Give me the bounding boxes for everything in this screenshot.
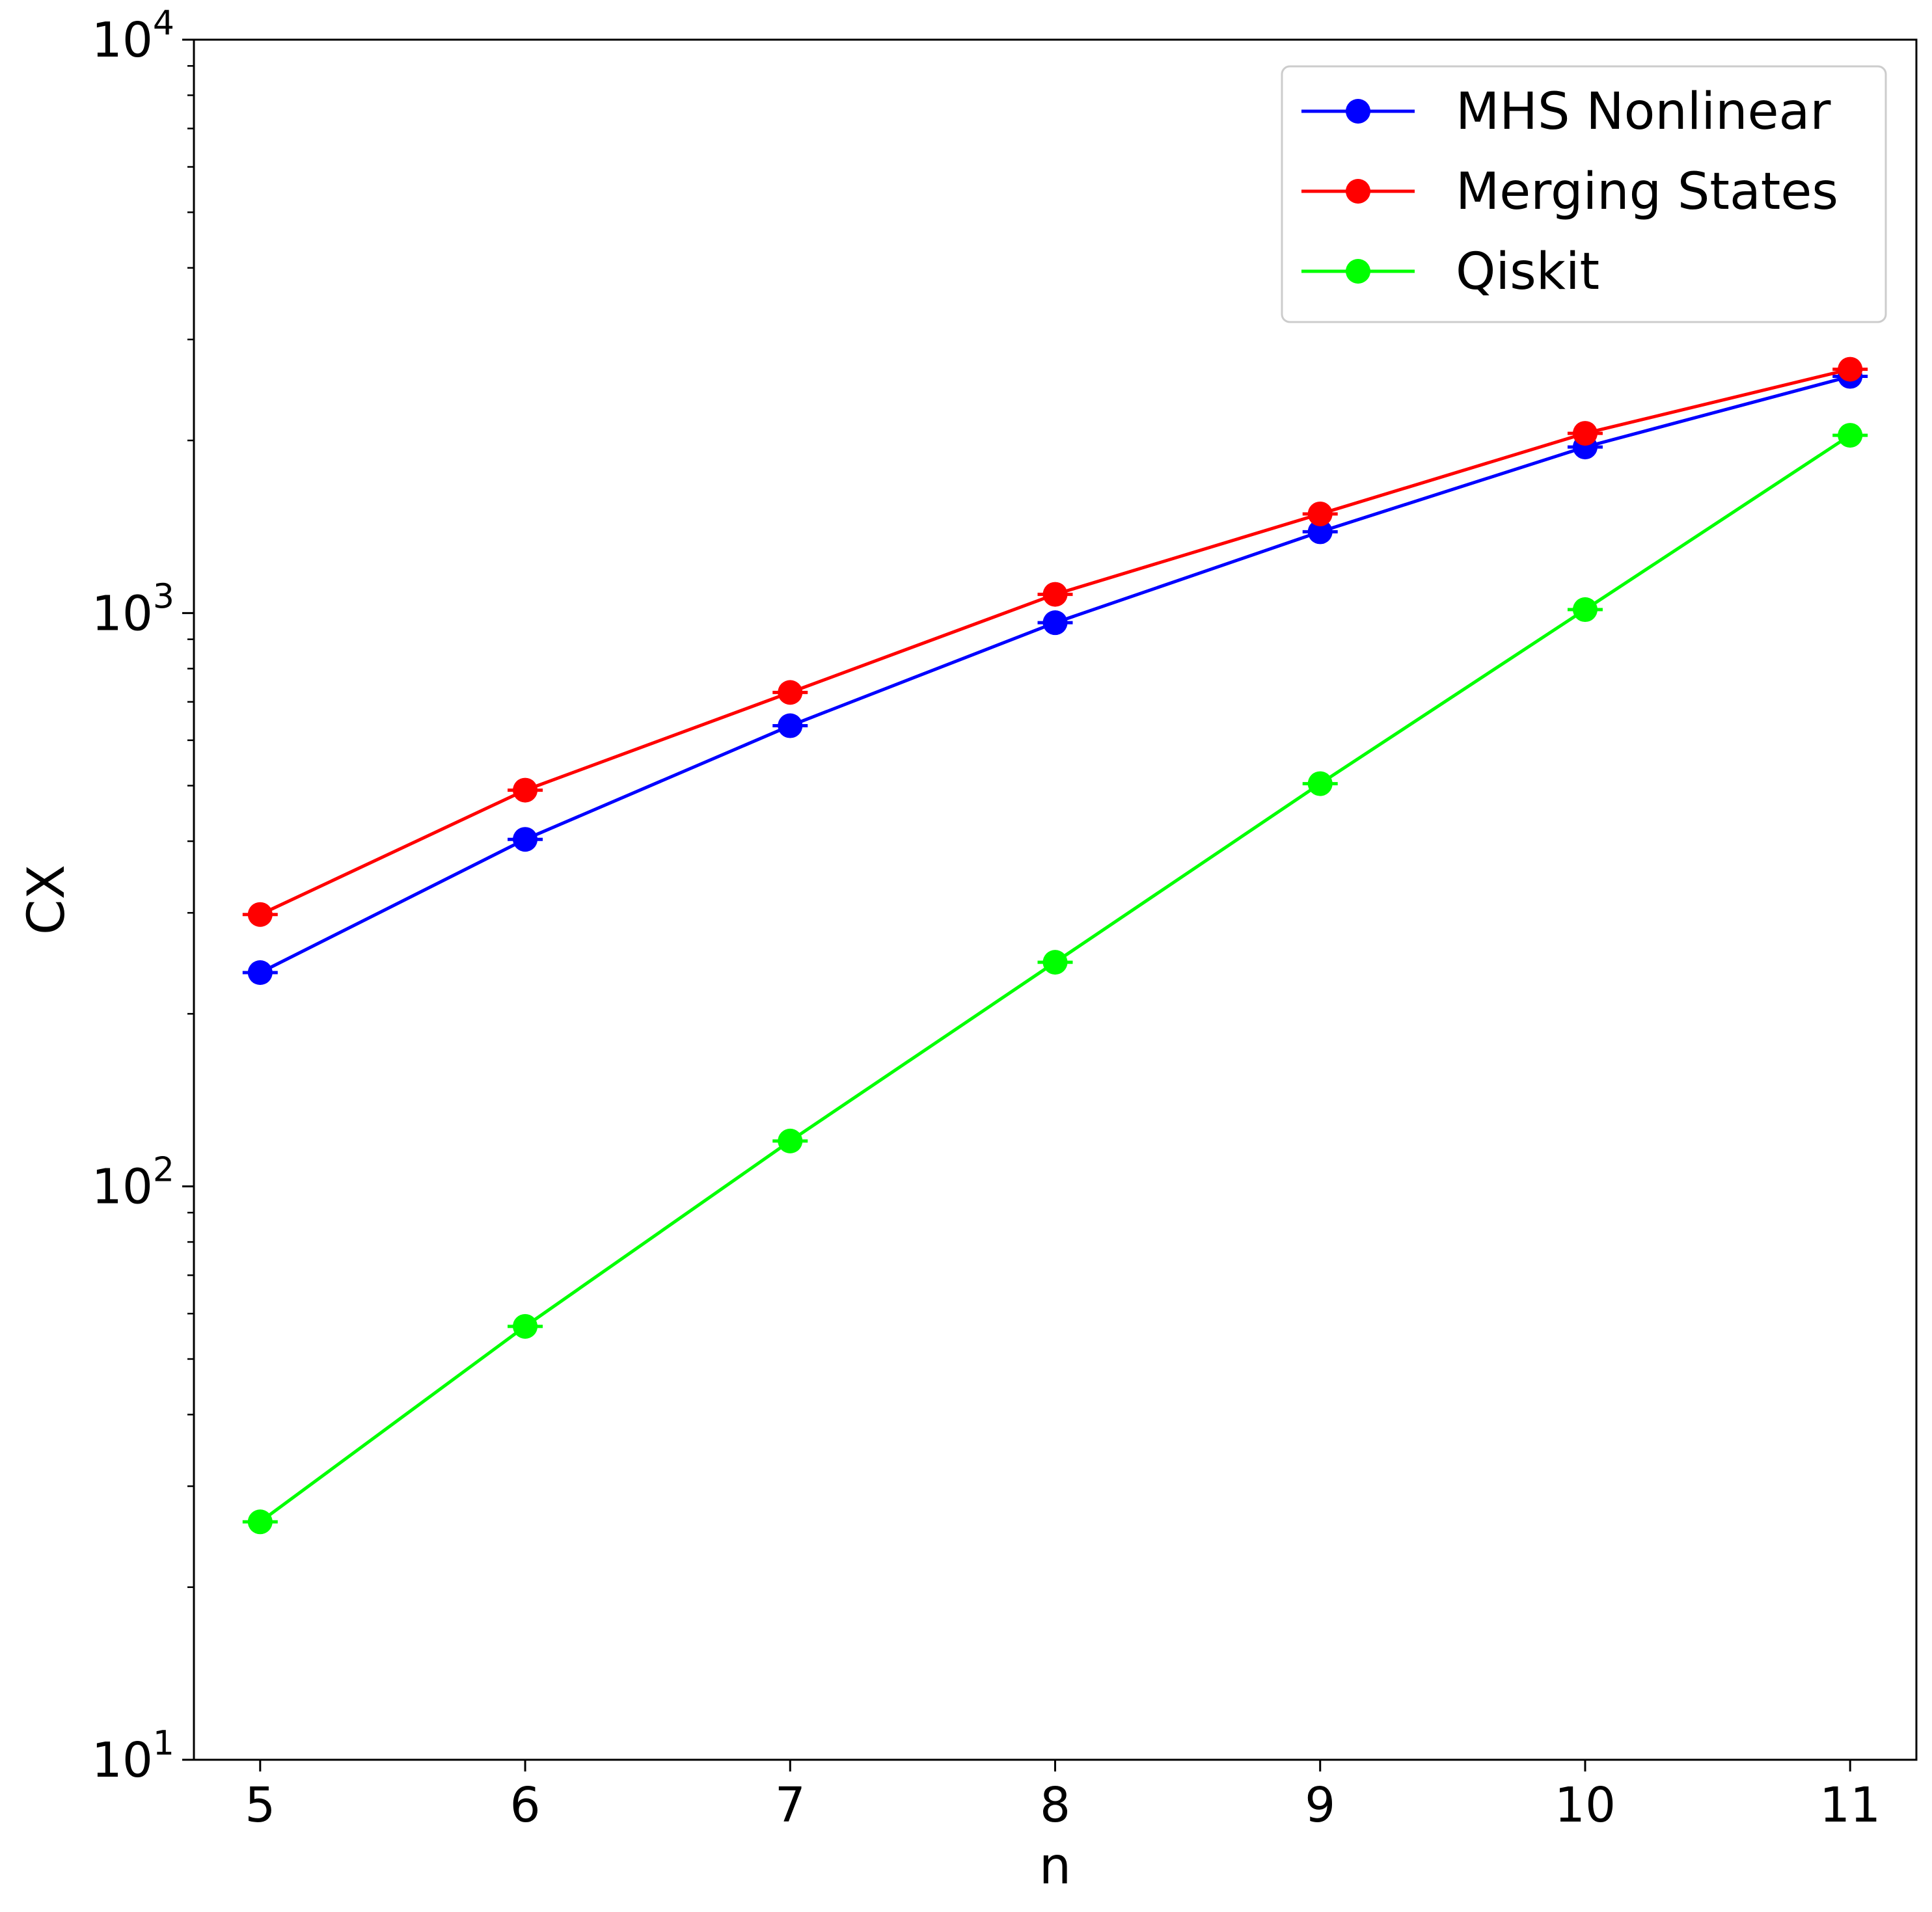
data-point xyxy=(1307,501,1333,526)
legend-marker xyxy=(1346,259,1370,284)
y-tick-exponent: 3 xyxy=(153,577,174,616)
y-tick-label: 104 xyxy=(92,4,174,68)
data-point xyxy=(1572,421,1598,446)
data-point xyxy=(1042,950,1068,975)
data-point xyxy=(778,680,803,705)
legend: MHS Nonlinear Merging States Qiskit xyxy=(1281,65,1887,323)
data-point xyxy=(1838,357,1863,382)
data-point xyxy=(1042,610,1068,636)
data-point xyxy=(513,1313,538,1339)
x-tick-label: 6 xyxy=(510,1777,540,1833)
x-tick-label: 10 xyxy=(1555,1777,1616,1833)
x-tick-label: 11 xyxy=(1819,1777,1881,1833)
y-tick-base: 10 xyxy=(92,1732,153,1788)
y-tick-exponent: 2 xyxy=(153,1151,174,1190)
legend-entry-1: Merging States xyxy=(1301,163,1838,221)
data-point xyxy=(1307,519,1333,545)
data-point xyxy=(513,827,538,852)
legend-entry-2: Qiskit xyxy=(1301,243,1599,301)
y-tick-base: 10 xyxy=(92,12,153,68)
data-point xyxy=(1042,582,1068,607)
legend-box xyxy=(1281,65,1887,323)
data-point xyxy=(778,1128,803,1153)
data-point xyxy=(1307,771,1333,796)
legend-marker xyxy=(1346,179,1370,204)
data-point xyxy=(513,777,538,803)
x-tick-label: 5 xyxy=(245,1777,275,1833)
data-point xyxy=(1572,597,1598,623)
y-tick-label: 101 xyxy=(92,1724,174,1788)
series-1 xyxy=(242,357,1868,927)
y-tick-base: 10 xyxy=(92,1159,153,1215)
x-tick-label: 7 xyxy=(775,1777,806,1833)
y-tick-exponent: 1 xyxy=(153,1724,174,1763)
x-tick-label: 9 xyxy=(1305,1777,1335,1833)
y-tick-exponent: 4 xyxy=(153,4,174,43)
legend-label: Merging States xyxy=(1456,163,1838,221)
y-tick-base: 10 xyxy=(92,586,153,641)
x-tick-label: 8 xyxy=(1040,1777,1070,1833)
x-axis-label: n xyxy=(1039,1837,1071,1896)
data-point xyxy=(1838,423,1863,448)
y-tick-label: 102 xyxy=(92,1151,174,1215)
data-point xyxy=(247,1509,273,1535)
legend-entry-0: MHS Nonlinear xyxy=(1301,83,1831,141)
data-point xyxy=(778,713,803,738)
series-layer xyxy=(242,357,1868,1535)
legend-label: MHS Nonlinear xyxy=(1456,83,1831,141)
legend-marker xyxy=(1346,99,1370,124)
data-point xyxy=(247,960,273,986)
series-2 xyxy=(242,423,1868,1535)
y-axis-label: CX xyxy=(18,865,76,935)
y-tick-label: 103 xyxy=(92,577,174,641)
data-point xyxy=(247,902,273,927)
legend-label: Qiskit xyxy=(1456,243,1599,301)
